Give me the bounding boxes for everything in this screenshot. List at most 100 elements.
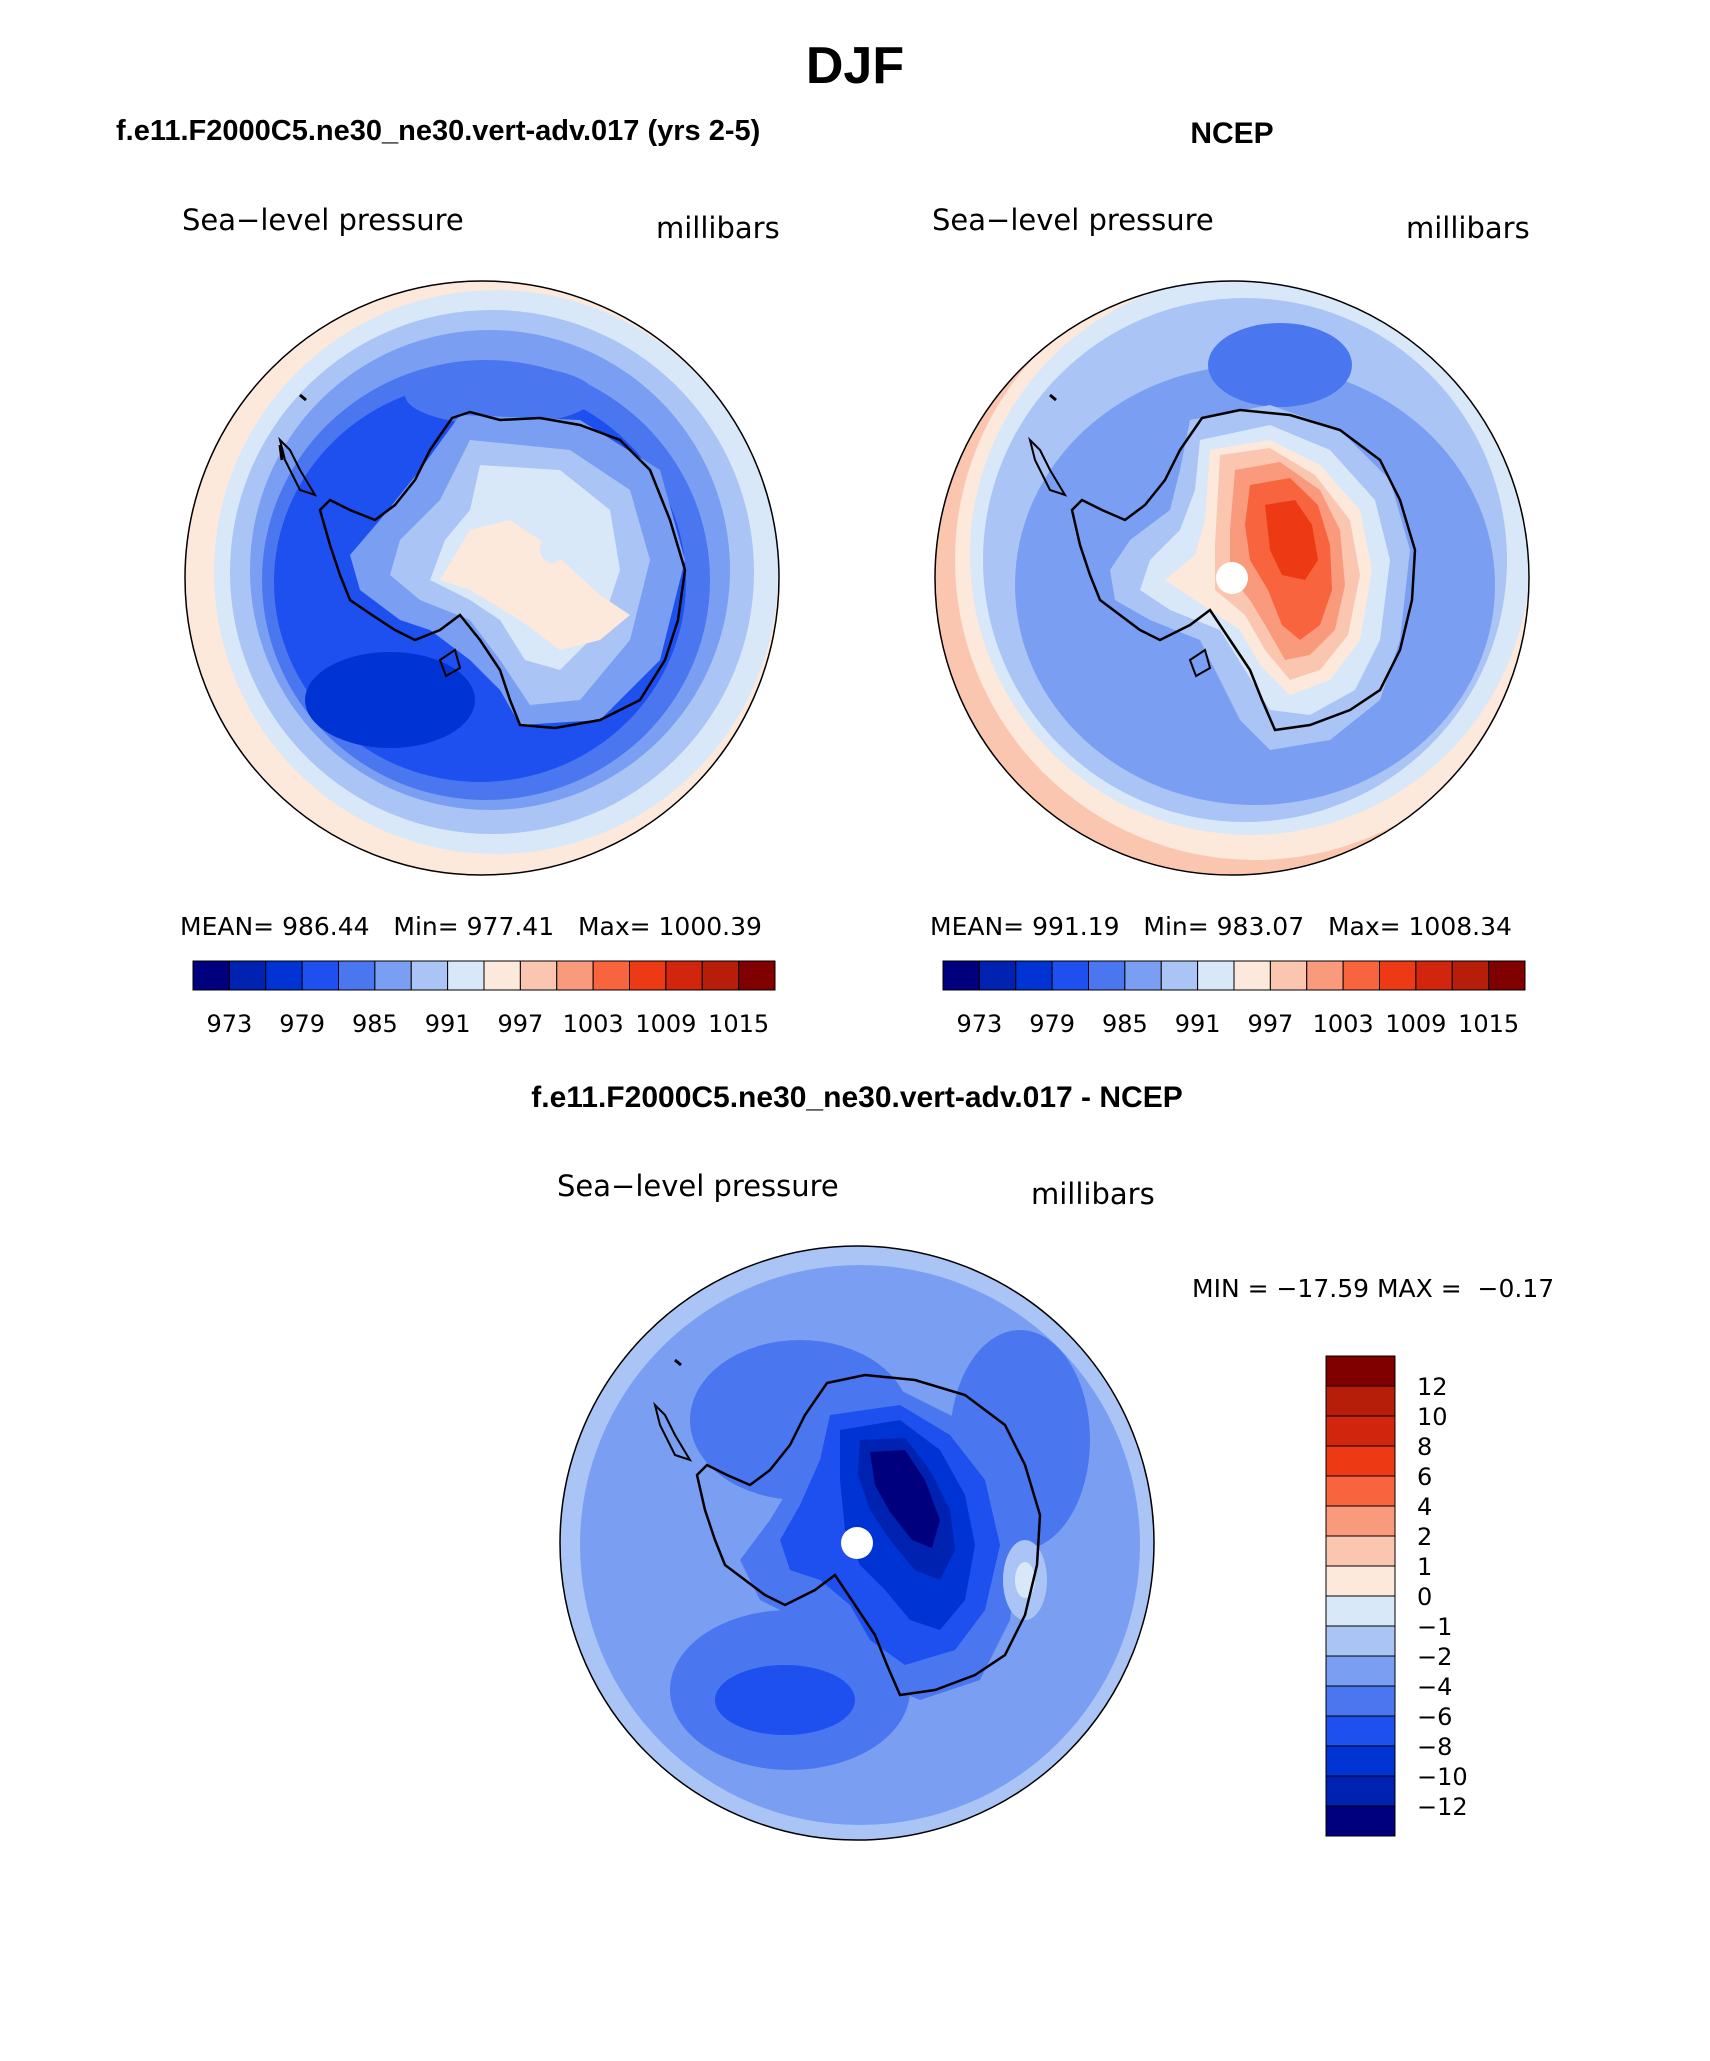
colorbar-obs-swatch (1488, 960, 1526, 991)
colorbar-model-tick-label: 997 (497, 1010, 543, 1038)
colorbar-obs-swatch (1379, 960, 1417, 991)
panel-obs-stats: MEAN= 991.19 Min= 983.07 Max= 1008.34 (930, 912, 1512, 941)
colorbar-diff-swatch (1325, 1775, 1396, 1807)
colorbar-diff-tick-label: 4 (1417, 1493, 1432, 1521)
panel-obs-left-label: Sea−level pressure (932, 203, 1214, 237)
colorbar-model-swatch (410, 960, 449, 991)
map-obs (935, 281, 1529, 875)
colorbar-obs-swatch (1124, 960, 1162, 991)
colorbar-model-tick-label: 991 (425, 1010, 471, 1038)
colorbar-diff-tick-label: 0 (1417, 1583, 1432, 1611)
colorbar-diff-tick-label: 6 (1417, 1463, 1432, 1491)
panel-model-left-label: Sea−level pressure (182, 203, 464, 237)
colorbar-diff-tick-label: −6 (1417, 1703, 1452, 1731)
colorbar-obs-swatch (978, 960, 1017, 991)
colorbar-model-swatch (301, 960, 339, 991)
colorbar-diff-swatch (1325, 1715, 1396, 1747)
colorbar-model-swatch (265, 960, 303, 991)
colorbar-obs-tick-label: 973 (956, 1010, 1002, 1038)
colorbar-obs-swatch (1342, 960, 1380, 991)
colorbar-diff-tick-label: 10 (1417, 1403, 1448, 1431)
panel-diff-stats: MIN = −17.59 MAX = −0.17 (1192, 1274, 1554, 1303)
panel-model-right-label: millibars (656, 211, 780, 245)
colorbar-obs: 973 979 985 991 997 1003 1009 1015 (942, 960, 1526, 1038)
colorbar-model-swatch (665, 960, 703, 991)
map-obs-frame (934, 280, 1530, 876)
main-title: DJF (806, 37, 904, 95)
panel-obs-right-label: millibars (1406, 211, 1530, 245)
colorbar-diff-swatch (1325, 1655, 1396, 1687)
colorbar-diff-swatch (1325, 1745, 1396, 1777)
colorbar-diff-swatch (1325, 1505, 1396, 1537)
colorbar-obs-swatch (1233, 960, 1271, 991)
colorbar-diff-swatch (1325, 1595, 1396, 1627)
colorbar-diff-tick-label: −2 (1417, 1643, 1452, 1671)
map-diff-frame (559, 1245, 1155, 1841)
colorbar-model-swatch (701, 960, 740, 991)
colorbar-model-tick-label: 1003 (563, 1010, 624, 1038)
colorbar-model-swatch (738, 960, 776, 991)
colorbar-obs-swatch (1451, 960, 1490, 991)
colorbar-model-tick-label: 1015 (708, 1010, 769, 1038)
colorbar-diff-tick-label: −4 (1417, 1673, 1452, 1701)
colorbar-obs-swatch (1015, 960, 1053, 991)
colorbar-obs-tick-label: 1009 (1385, 1010, 1446, 1038)
colorbar-obs-swatch (1306, 960, 1344, 991)
map-model (185, 281, 779, 875)
panel-diff-title: f.e11.F2000C5.ne30_ne30.vert-adv.017 - N… (531, 1081, 1182, 1114)
colorbar-obs-tick-label: 1003 (1313, 1010, 1374, 1038)
panel-obs-title: NCEP (1190, 117, 1273, 150)
colorbar-model-swatch (556, 960, 594, 991)
colorbar-obs-swatch (942, 960, 980, 991)
colorbar-diff-tick-label: −10 (1417, 1763, 1468, 1791)
colorbar-obs-swatch (1197, 960, 1235, 991)
colorbar-diff-tick-label: −12 (1417, 1793, 1468, 1821)
colorbar-obs-tick-label: 979 (1029, 1010, 1075, 1038)
colorbar-model-swatch (592, 960, 630, 991)
colorbar-model-tick-label: 985 (352, 1010, 398, 1038)
colorbar-diff-tick-label: −8 (1417, 1733, 1452, 1761)
panel-diff-left-label: Sea−level pressure (557, 1169, 839, 1203)
map-diff (560, 1246, 1154, 1840)
colorbar-obs-swatch (1269, 960, 1308, 991)
panel-model-stats: MEAN= 986.44 Min= 977.41 Max= 1000.39 (180, 912, 762, 941)
colorbar-diff-swatch (1325, 1565, 1396, 1597)
colorbar-diff-swatch (1325, 1355, 1396, 1387)
colorbar-obs-swatch (1160, 960, 1199, 991)
colorbar-diff-swatch (1325, 1805, 1396, 1837)
colorbar-diff-swatch (1325, 1625, 1396, 1657)
colorbar-obs-tick-label: 985 (1102, 1010, 1148, 1038)
colorbar-obs-swatch (1088, 960, 1126, 991)
colorbar-obs-tick-label: 991 (1175, 1010, 1221, 1038)
colorbar-model-swatch (519, 960, 558, 991)
colorbar-obs-tick-label: 1015 (1458, 1010, 1519, 1038)
colorbar-diff-swatch (1325, 1415, 1396, 1447)
colorbar-model-swatch (338, 960, 376, 991)
colorbar-diff-swatch (1325, 1535, 1396, 1567)
colorbar-model-tick-label: 973 (206, 1010, 252, 1038)
map-model-frame (184, 280, 780, 876)
colorbar-model: 973 979 985 991 997 1003 1009 1015 (192, 960, 776, 1038)
colorbar-diff-tick-label: 8 (1417, 1433, 1432, 1461)
colorbar-diff-tick-label: 1 (1417, 1553, 1432, 1581)
colorbar-model-swatch (483, 960, 521, 991)
colorbar-diff-tick-label: 12 (1417, 1373, 1448, 1401)
colorbar-model-swatch (447, 960, 485, 991)
colorbar-diff-swatch (1325, 1685, 1396, 1717)
colorbar-model-tick-label: 979 (279, 1010, 325, 1038)
panel-model-title: f.e11.F2000C5.ne30_ne30.vert-adv.017 (yr… (116, 115, 760, 147)
colorbar-diff-tick-label: 2 (1417, 1523, 1432, 1551)
colorbar-model-tick-label: 1009 (635, 1010, 696, 1038)
panel-diff-right-label: millibars (1031, 1177, 1155, 1211)
colorbar-diff-swatch (1325, 1475, 1396, 1507)
colorbar-model-swatch (629, 960, 667, 991)
colorbar-model-swatch (228, 960, 267, 991)
colorbar-diff-swatch (1325, 1385, 1396, 1417)
colorbar-obs-swatch (1051, 960, 1089, 991)
colorbar-obs-swatch (1415, 960, 1453, 991)
colorbar-model-swatch (192, 960, 230, 991)
colorbar-model-swatch (374, 960, 412, 991)
colorbar-obs-tick-label: 997 (1247, 1010, 1293, 1038)
